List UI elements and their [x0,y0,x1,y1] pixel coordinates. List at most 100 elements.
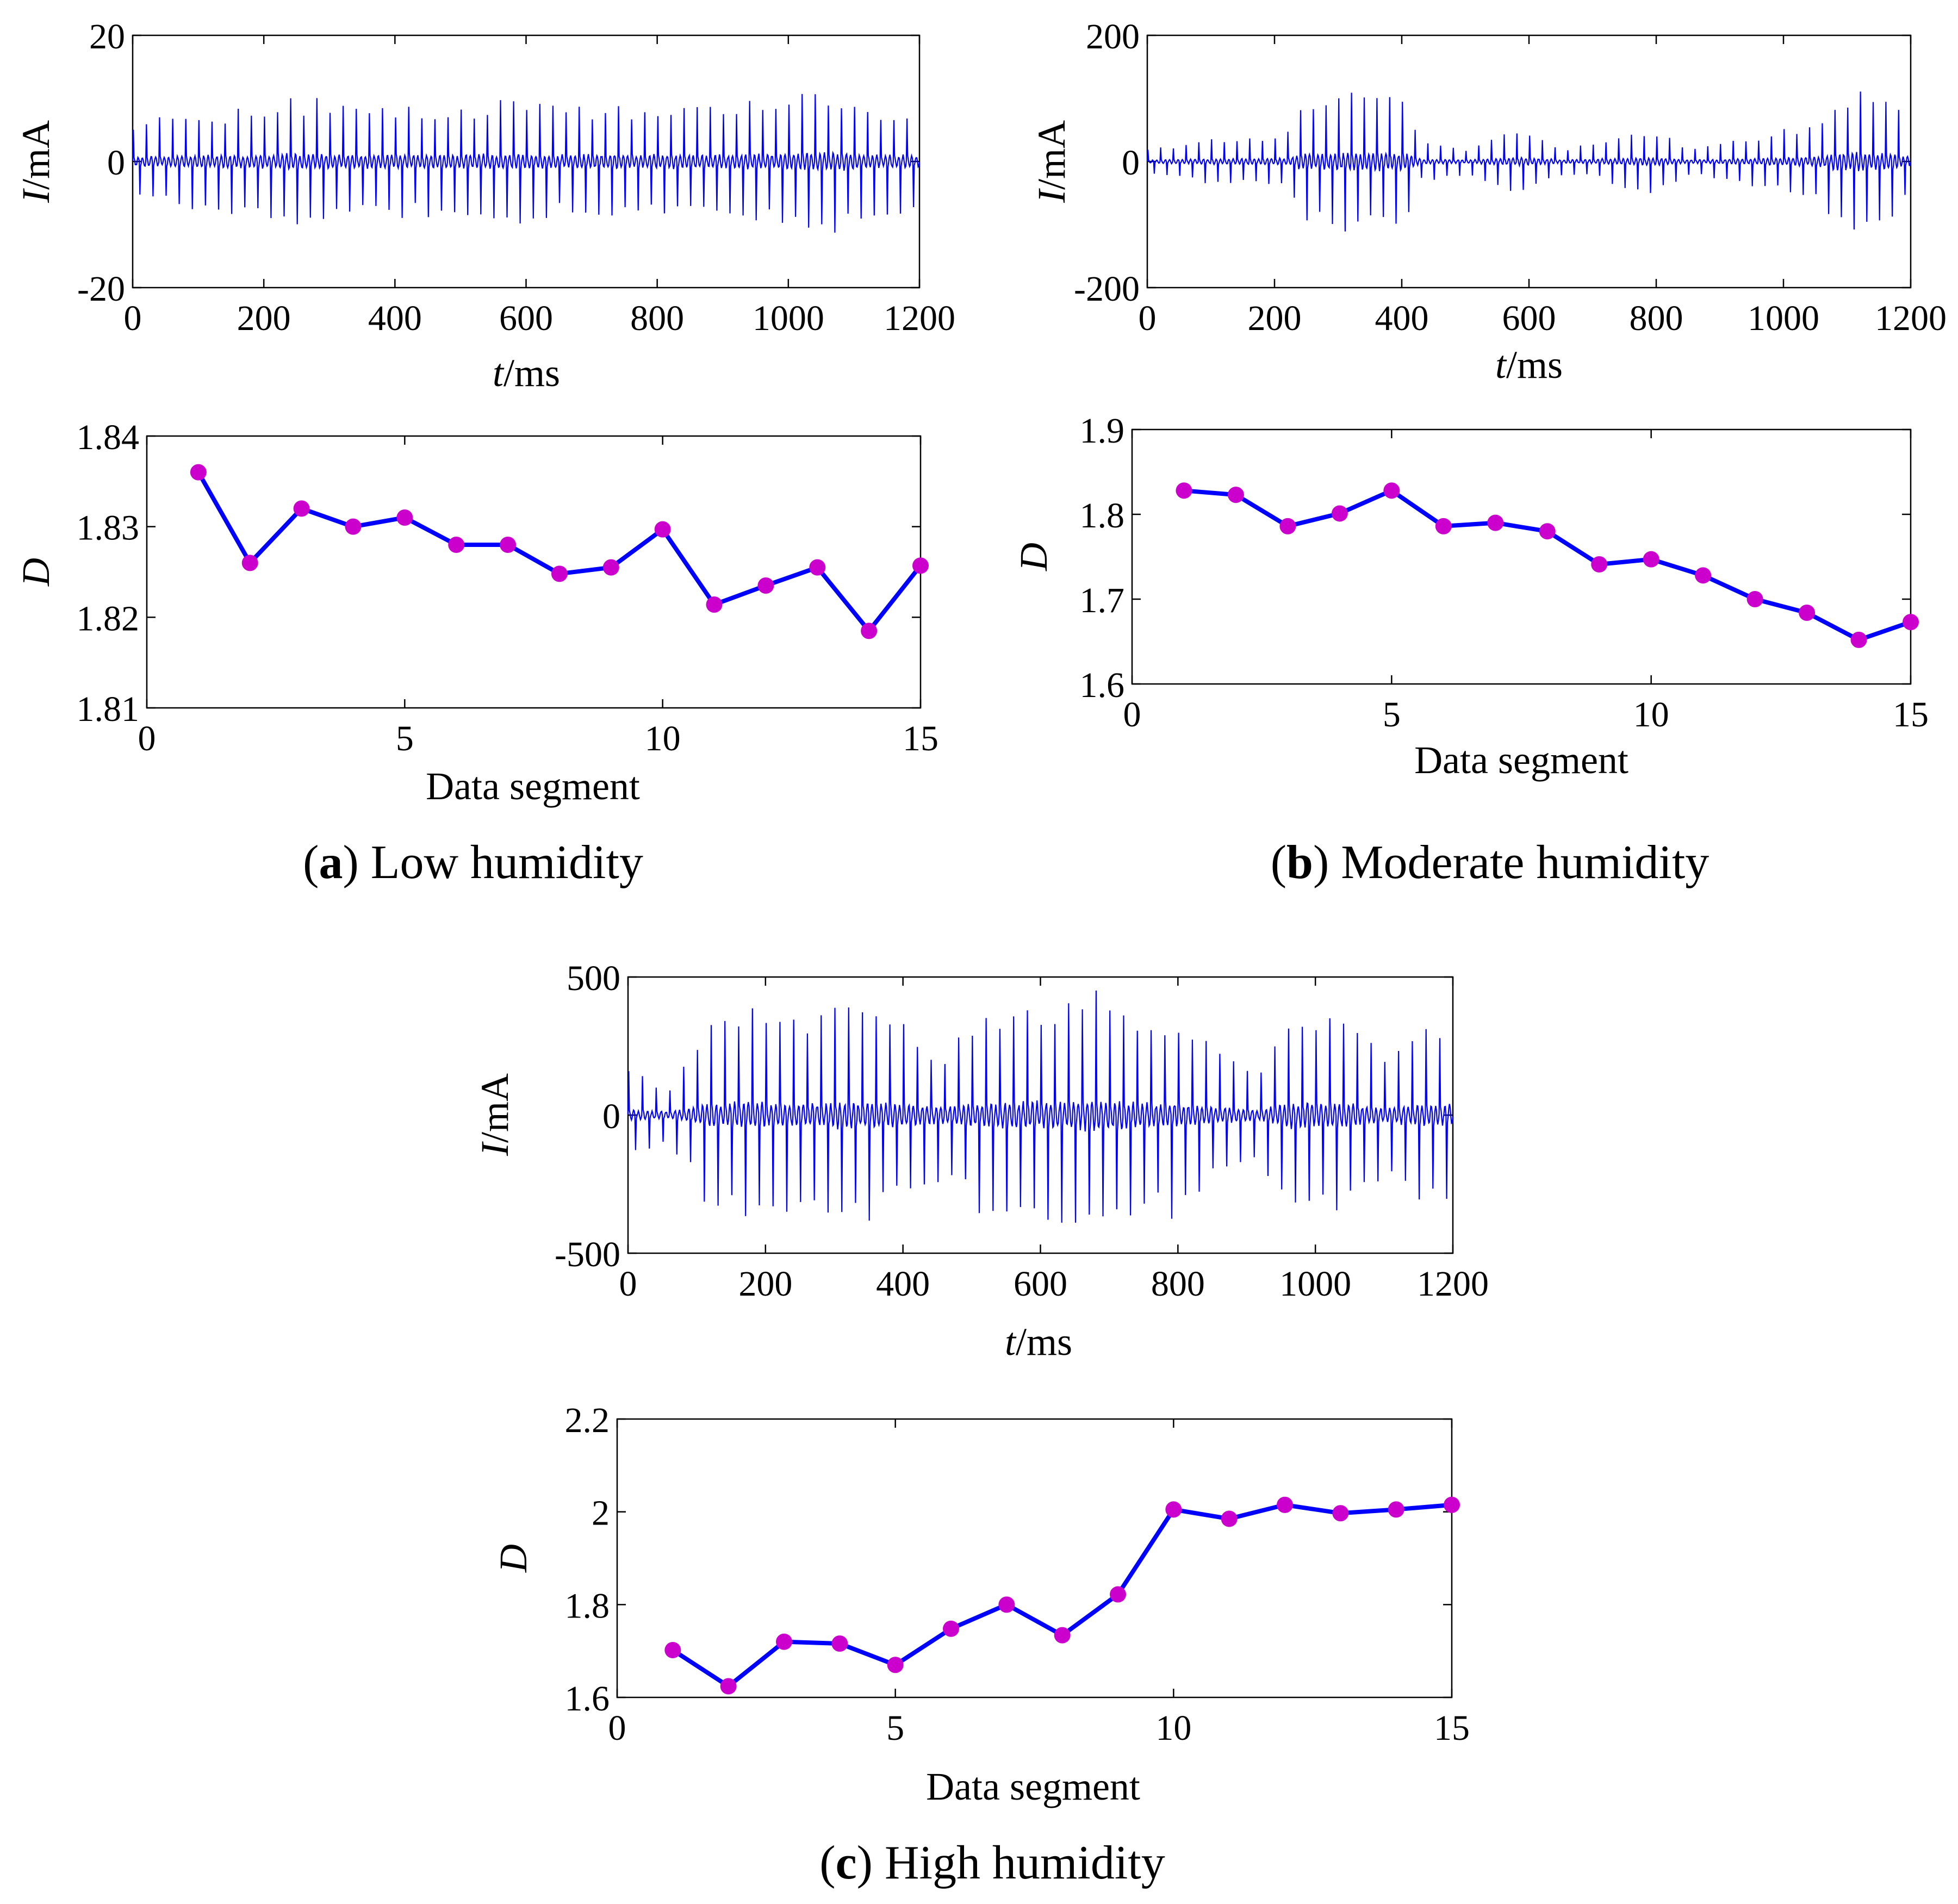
panel-c-d-point [1277,1496,1293,1513]
panel-c-d-xtick-label: 10 [1155,1708,1191,1748]
panel-c-d-ytick-label: 2.2 [565,1401,610,1440]
panel-b-current-xlabel: t/ms [1495,343,1563,387]
panel-c-current-xtick-label: 600 [1014,1264,1067,1304]
panel-a-caption-text: Low humidity [371,836,643,889]
panel-c-caption: (c) High humidity [819,1837,1165,1889]
panel-c-current-xtick-label: 400 [876,1264,930,1304]
panel-c-d-point [943,1620,959,1637]
panel-a-d-point [241,555,258,571]
panel-c-d-point [1332,1505,1349,1522]
panel-a-current-signal-line [132,94,921,233]
panel-a-d-chart: 0 5 10 15 1.84 1.83 1.82 1.81 D Data segment [14,418,938,808]
panel-b-current-ylabel: I/mA [1030,120,1073,203]
panel-c-current-xtick-label: 800 [1151,1264,1205,1304]
panel-b-current-xtick-label: 400 [1375,298,1429,338]
panel-b-current-xtick-label: 600 [1502,298,1556,338]
panel-b-d-point [1643,551,1659,568]
panel-b-current-ytick-label: -200 [1074,269,1140,309]
panel-c-d-ticks [616,1418,1453,1698]
panel-a-d-point [345,518,362,535]
panel-c-d-point [887,1657,904,1673]
panel-b-d-point [1176,482,1192,499]
panel-b-d-ylabel: D [1012,543,1055,571]
panel-b-d-point [1487,514,1504,531]
panel-a-d-xlabel: Data segment [426,764,640,808]
panel-a-d-point [190,464,207,481]
panel-c-current-xtick-label: 200 [738,1264,792,1304]
panel-b-current-signal-line [1146,91,1912,232]
panel-a-d-point [809,559,826,576]
panel-a-d-ytick-label: 1.82 [77,599,140,638]
panel-b-d-point [1746,591,1763,607]
panel-b-current-xlabel-symbol: t [1495,343,1507,387]
panel-a-d-ytick-label: 1.81 [77,689,140,729]
panel-a-d-point [706,596,723,613]
panel-c-d-chart: 0 5 10 15 2.2 2 1.8 1.6 D Data segment [492,1401,1470,1808]
panel-c-d-point [1221,1510,1238,1527]
panel-a-d-point [293,500,310,517]
panel-c-d-point [1388,1501,1404,1518]
panel-b-current-ylabel-symbol: I [1030,188,1073,203]
panel-c-current-signal-line [627,990,1454,1223]
panel-a-current-ylabel-symbol: I [14,188,58,203]
panel-b-letter: b [1286,836,1313,889]
panel-c-d-point [720,1678,737,1695]
panel-c-current-ytick-label: -500 [555,1235,620,1274]
panel-b-d-chart: 0 5 10 15 1.9 1.8 1.7 1.6 D Data segment [1012,411,1929,782]
panel-c-caption-text: High humidity [885,1837,1165,1889]
panel-c-current-xlabel: t/ms [1005,1320,1072,1364]
panel-a-d-point [448,537,465,553]
panel-c-current-ylabel-unit: /mA [473,1073,517,1143]
panel-b-d-point [1227,487,1244,503]
panel-b-current-xlabel-unit: /ms [1506,343,1563,387]
panel-a-d-point [500,537,517,553]
panel-c-d-point [998,1596,1015,1613]
panel-b-current-xtick-label: 0 [1139,298,1157,338]
panel-a-current-ylabel: I/mA [14,120,58,203]
panel-c-d-series-line [672,1502,1452,1689]
panel-a-d-ytick-label: 1.83 [77,508,140,548]
panel-b-current-xtick-label: 1000 [1748,298,1819,338]
panel-b-d-point [1279,518,1296,534]
panel-c-current-xtick-label: 1200 [1417,1264,1489,1304]
panel-a-d-point [757,577,774,594]
panel-b-d-xtick-label: 0 [1123,695,1141,735]
panel-c-d-point [664,1641,681,1658]
panel-a-d-point [551,565,568,582]
panel-b-d-markers [1176,482,1919,648]
panel-b-d-tick-labels: 0 5 10 15 1.9 1.8 1.7 1.6 [1080,411,1929,735]
panel-a-d-xtick-label: 0 [138,719,156,758]
panel-b-d-ytick-label: 1.7 [1080,581,1125,620]
panel-a-d-ticks [146,435,922,709]
panel-a-d-point [602,559,619,576]
panel-c-d-point [1054,1627,1071,1644]
panel-c-current-ytick-label: 0 [602,1097,620,1136]
panel-a-current-xtick-label: 600 [499,298,553,338]
panel-c-d-xtick-label: 15 [1434,1708,1470,1748]
panel-a-letter: a [319,836,343,889]
panel-b-d-point [1695,567,1712,584]
panel-a-current-xlabel-symbol: t [493,351,505,395]
panel-c-current-ticks [627,976,1454,1254]
panel-b-d-point [1799,604,1816,621]
panel-b-d-xtick-label: 10 [1633,695,1669,735]
panel-a-current-xlabel: t/ms [493,351,560,395]
panel-b-d-point [1383,482,1400,499]
panel-a-d-point [396,509,413,526]
panel-a-current-ticks [132,34,921,289]
panel-c-d-point [1165,1501,1182,1518]
panel-b-d-axes-frame [1131,428,1912,685]
panel-a-current-xtick-label: 800 [630,298,684,338]
panel-c-d-ylabel: D [492,1544,535,1573]
panel-c-letter: c [836,1837,857,1889]
panel-c-current-xtick-label: 1000 [1279,1264,1351,1304]
panel-a-current-xtick-label: 1200 [884,298,955,338]
panel-a-d-xtick-label: 5 [396,719,414,758]
